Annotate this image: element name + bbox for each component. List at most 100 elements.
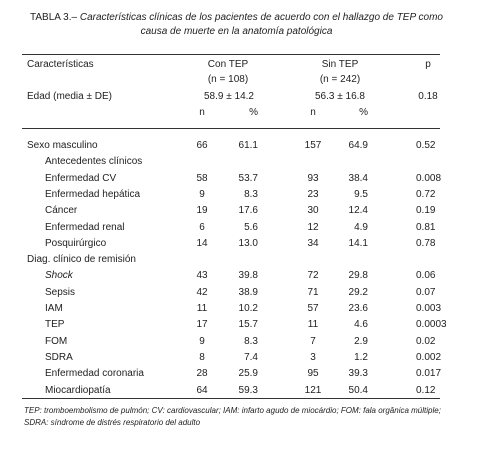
cell: 11: [307, 319, 319, 331]
cell: 19: [196, 205, 208, 217]
cell: 14: [196, 237, 208, 249]
cell: 29.2: [348, 286, 368, 298]
cell: 8.3: [244, 188, 258, 200]
column-header: Características: [27, 59, 94, 70]
unit-header: %: [249, 107, 258, 118]
row-label: Miocardiopatía: [45, 384, 111, 396]
cell: 4.6: [354, 319, 368, 331]
row-label: Enfermedad hepática: [45, 188, 141, 200]
row-label: Sexo masculino: [27, 140, 98, 151]
rule: [22, 54, 440, 55]
cell: 64.9: [348, 140, 368, 151]
cell: 3: [310, 351, 316, 363]
row-label: Sepsis: [45, 286, 76, 298]
row-label: IAM: [45, 303, 63, 314]
cell: 66: [196, 140, 208, 151]
cell: 12.4: [348, 205, 368, 217]
cell: 23.6: [348, 303, 368, 314]
cell: 93: [307, 172, 319, 184]
cell: 39.3: [348, 368, 368, 380]
cell: 17.6: [238, 205, 258, 217]
title-label: TABLA 3.–: [29, 12, 78, 23]
column-header: Con TEP: [207, 59, 249, 70]
cell: 0.18: [418, 91, 438, 102]
row-label: Enfermedad coronaria: [45, 368, 144, 380]
cell: 9: [199, 188, 205, 200]
cell: 0.0003: [416, 319, 447, 331]
cell: 17: [196, 319, 208, 331]
cell: 0.008: [416, 172, 442, 184]
cell: 6: [199, 221, 205, 233]
table-title: TABLA 3.– Características clínicas de lo…: [24, 11, 449, 39]
cell: 23: [307, 188, 319, 200]
row-label: Shock: [45, 270, 73, 282]
column-subheader: (n = 108): [207, 74, 249, 85]
cell: 9: [199, 335, 205, 347]
title-text: Características clínicas de los paciente…: [79, 12, 443, 37]
cell: 4.9: [354, 221, 368, 233]
cell: 58.9 ± 14.2: [204, 91, 254, 102]
unit-header: %: [359, 107, 368, 118]
cell: 38.4: [348, 172, 368, 184]
cell: 61.1: [238, 140, 258, 151]
cell: 95: [307, 368, 319, 380]
column-header: Sin TEP: [321, 59, 359, 70]
cell: 0.07: [416, 286, 436, 298]
row-label: SDRA: [45, 351, 73, 363]
cell: 59.3: [238, 384, 258, 396]
cell: 8: [199, 351, 205, 363]
row-label: Enfermedad CV: [45, 172, 117, 184]
cell: 57: [307, 303, 319, 314]
cell: 34: [307, 237, 319, 249]
rule: [22, 398, 440, 399]
row-label: Diag. clínico de remisión: [27, 254, 136, 266]
column-header: p: [425, 59, 431, 70]
cell: 53.7: [238, 172, 258, 184]
cell: 8.3: [244, 335, 258, 347]
cell: 0.02: [416, 335, 436, 347]
cell: 72: [307, 270, 319, 282]
cell: 7.4: [244, 351, 258, 363]
column-subheader: (n = 242): [319, 74, 361, 85]
cell: 56.3 ± 16.8: [315, 91, 365, 102]
rule: [22, 128, 440, 129]
cell: 7: [310, 335, 316, 347]
cell: 0.003: [416, 303, 442, 314]
cell: 15.7: [238, 319, 258, 331]
cell: 12: [307, 221, 319, 233]
cell: 0.72: [416, 188, 436, 200]
cell: 42: [196, 286, 208, 298]
cell: 43: [196, 270, 208, 282]
cell: 29.8: [348, 270, 368, 282]
cell: 71: [307, 286, 319, 298]
cell: 30: [307, 205, 319, 217]
row-label: FOM: [45, 335, 68, 347]
cell: 11: [196, 303, 208, 314]
row-label: Posquirúrgico: [45, 237, 107, 249]
cell: 0.19: [416, 205, 436, 217]
row-label: Edad (media ± DE): [27, 91, 112, 102]
cell: 0.81: [416, 221, 436, 233]
cell: 10.2: [238, 303, 258, 314]
cell: 1.2: [354, 351, 368, 363]
cell: 28: [196, 368, 208, 380]
row-label: Antecedentes clínicos: [45, 156, 143, 168]
cell: 64: [196, 384, 208, 396]
unit-header: n: [310, 107, 316, 118]
cell: 9.5: [354, 188, 368, 200]
unit-header: n: [199, 107, 205, 118]
row-label: Cáncer: [45, 205, 78, 217]
cell: 2.9: [354, 335, 368, 347]
cell: 14.1: [348, 237, 368, 249]
cell: 25.9: [238, 368, 258, 380]
cell: 0.12: [416, 384, 436, 396]
cell: 157: [304, 140, 322, 151]
cell: 50.4: [348, 384, 368, 396]
row-label: TEP: [45, 319, 65, 331]
cell: 5.6: [244, 221, 258, 233]
cell: 0.017: [416, 368, 442, 380]
cell: 38.9: [238, 286, 258, 298]
cell: 0.002: [416, 351, 442, 363]
cell: 58: [196, 172, 208, 184]
